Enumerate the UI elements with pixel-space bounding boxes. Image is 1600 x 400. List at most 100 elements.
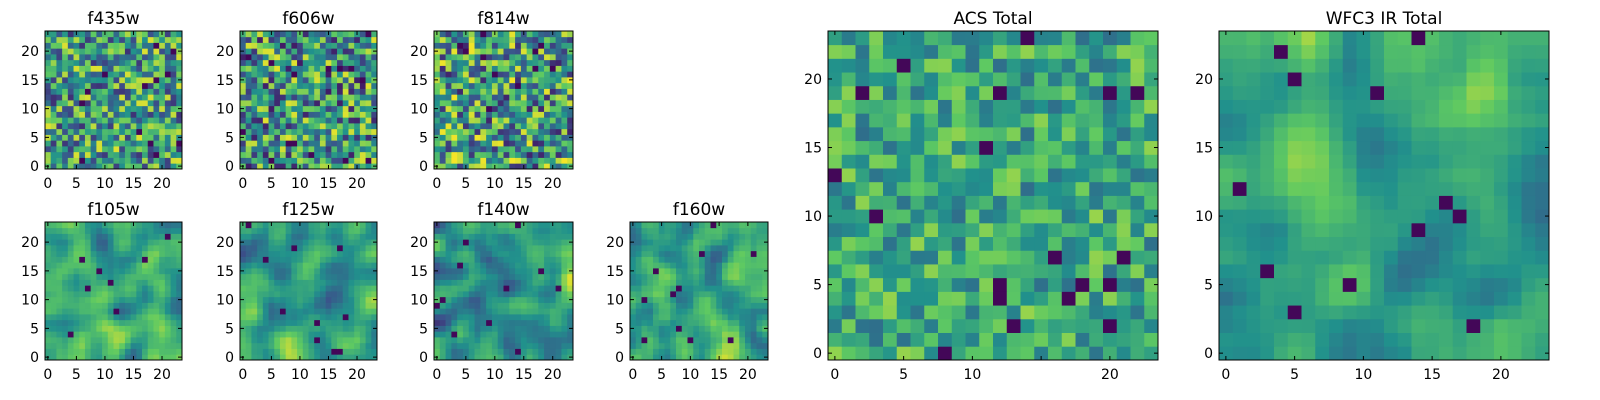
- heatmap-cell: [693, 279, 700, 286]
- heatmap-cell: [325, 140, 332, 147]
- heatmap-cell: [170, 111, 177, 118]
- heatmap-cell: [1020, 181, 1035, 196]
- heatmap-cell: [745, 308, 752, 315]
- heatmap-cell: [337, 291, 344, 298]
- heatmap-cell: [342, 31, 349, 38]
- heatmap-cell: [750, 319, 757, 326]
- heatmap-cell: [869, 168, 884, 183]
- heatmap-cell: [285, 123, 292, 130]
- heatmap-cell: [520, 342, 528, 349]
- heatmap-cell: [676, 256, 683, 263]
- heatmap-cell: [319, 146, 327, 153]
- heatmap-cell: [314, 256, 321, 263]
- heatmap-cell: [1425, 291, 1440, 306]
- heatmap-cell: [509, 59, 516, 66]
- heatmap-cell: [1219, 332, 1234, 347]
- heatmap-cell: [73, 314, 80, 321]
- heatmap-cell: [314, 100, 321, 107]
- heatmap-cell: [1466, 291, 1481, 306]
- heatmap-cell: [532, 82, 539, 89]
- heatmap-cell: [130, 82, 137, 89]
- heatmap-cell: [67, 348, 74, 355]
- heatmap-cell: [762, 308, 769, 315]
- heatmap-cell: [245, 250, 252, 257]
- heatmap-cell: [1356, 332, 1371, 347]
- heatmap-cell: [308, 100, 315, 107]
- heatmap-cell: [439, 100, 446, 107]
- heatmap-cell: [1048, 140, 1063, 155]
- heatmap-cell: [348, 302, 355, 309]
- heatmap-cell: [113, 42, 120, 49]
- heatmap-cell: [170, 250, 177, 257]
- heatmap-cell: [268, 36, 275, 43]
- heatmap-cell: [359, 262, 366, 269]
- heatmap-cell: [468, 88, 475, 95]
- heatmap-cell: [308, 262, 315, 269]
- heatmap-cell: [739, 348, 746, 355]
- heatmap-cell: [938, 72, 953, 87]
- heatmap-cell: [96, 123, 103, 130]
- heatmap-cell: [354, 239, 361, 246]
- heatmap-cell: [62, 100, 69, 107]
- heatmap-cell: [641, 348, 648, 355]
- heatmap-cell: [503, 128, 510, 135]
- heatmap-cell: [1130, 58, 1145, 73]
- heatmap-cell: [119, 279, 126, 286]
- heatmap-cell: [756, 250, 763, 257]
- heatmap-cell: [62, 105, 69, 112]
- heatmap-cell: [337, 157, 344, 164]
- heatmap-cell: [1034, 126, 1049, 142]
- heatmap-cell: [828, 99, 843, 114]
- heatmap-cell: [124, 279, 132, 286]
- heatmap-cell: [153, 273, 160, 280]
- heatmap-cell: [756, 227, 763, 234]
- heatmap-cell: [1507, 305, 1522, 320]
- heatmap-cell: [302, 268, 309, 275]
- heatmap-cell: [1287, 346, 1302, 361]
- heatmap-cell: [532, 42, 539, 49]
- heatmap-cell: [240, 54, 247, 61]
- heatmap-cell: [124, 140, 132, 147]
- heatmap-cell: [653, 331, 660, 338]
- heatmap-cell: [1089, 222, 1104, 238]
- heatmap-cell: [883, 58, 898, 73]
- heatmap-cell: [445, 151, 452, 158]
- heatmap-cell: [451, 256, 458, 263]
- heatmap-cell: [681, 285, 688, 292]
- heatmap-cell: [62, 140, 69, 147]
- heatmap-cell: [532, 319, 539, 326]
- heatmap-cell: [503, 88, 510, 95]
- heatmap-cell: [1075, 264, 1090, 279]
- heatmap-cell: [503, 105, 510, 112]
- heatmap-cell: [993, 85, 1008, 100]
- heatmap-cell: [439, 308, 446, 315]
- heatmap-cell: [1144, 140, 1159, 155]
- heatmap-cell: [841, 99, 856, 114]
- heatmap-cell: [704, 227, 711, 234]
- heatmap-cell: [73, 337, 80, 344]
- x-tick-label: 20: [348, 176, 366, 192]
- heatmap-cell: [107, 291, 114, 298]
- heatmap-cell: [567, 128, 574, 135]
- heatmap-cell: [451, 134, 458, 141]
- heatmap-cell: [147, 262, 154, 269]
- heatmap-cell: [509, 325, 516, 332]
- heatmap-cell: [641, 250, 648, 257]
- heatmap-cell: [84, 331, 92, 338]
- heatmap-cell: [965, 250, 980, 265]
- heatmap-cell: [828, 346, 843, 361]
- heatmap-cell: [251, 262, 258, 269]
- heatmap-cell: [130, 279, 137, 286]
- heatmap-cell: [274, 227, 281, 234]
- heatmap-cell: [538, 128, 545, 135]
- heatmap-cell: [1075, 72, 1090, 87]
- heatmap-cell: [124, 325, 132, 332]
- heatmap-cell: [153, 94, 160, 101]
- heatmap-cell: [693, 245, 700, 252]
- heatmap-cell: [1116, 195, 1131, 210]
- heatmap-cell: [337, 31, 344, 38]
- heatmap-cell: [745, 268, 752, 275]
- heatmap-cell: [869, 250, 884, 265]
